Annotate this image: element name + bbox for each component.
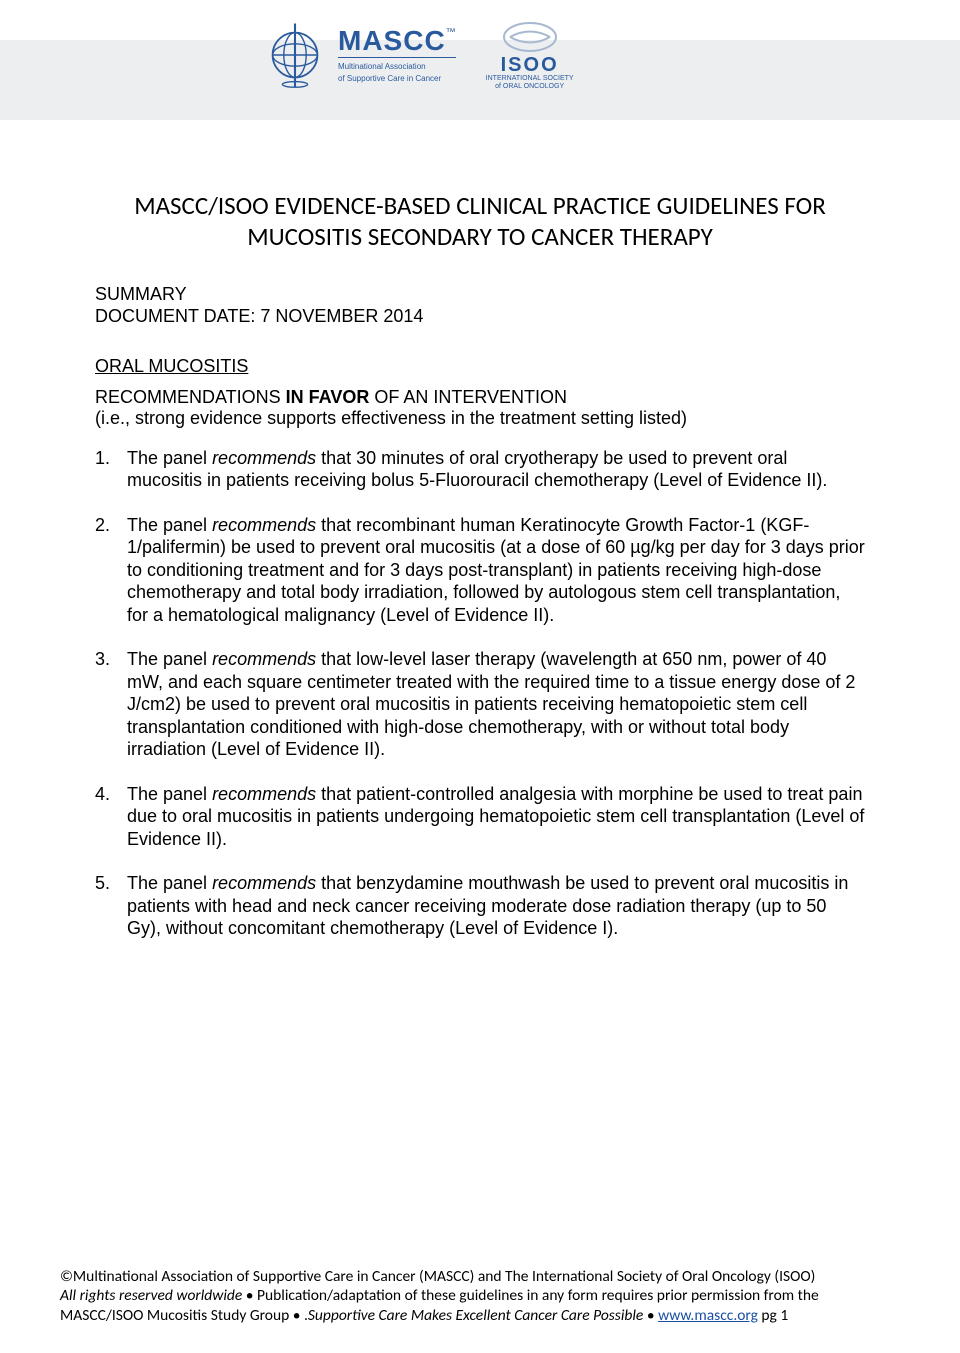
footer-line2: All rights reserved worldwide • Publicat…	[60, 1286, 900, 1305]
isoo-sub2: of ORAL ONCOLOGY	[495, 83, 564, 91]
rec-head-suffix: OF AN INTERVENTION	[369, 387, 567, 407]
rec-head-note: (i.e., strong evidence supports effectiv…	[95, 408, 865, 429]
recommendation-item: The panel recommends that benzydamine mo…	[95, 872, 865, 940]
footer-link[interactable]: www.mascc.org	[658, 1306, 758, 1325]
meta-date: DOCUMENT DATE: 7 NOVEMBER 2014	[95, 305, 865, 328]
mascc-sub1: Multinational Association	[338, 62, 456, 72]
isoo-logo: ISOO INTERNATIONAL SOCIETY of ORAL ONCOL…	[486, 20, 574, 90]
footer-copyright: ©Multinational Association of Supportive…	[60, 1267, 900, 1286]
recommendation-item: The panel recommends that recombinant hu…	[95, 514, 865, 627]
recommendation-item: The panel recommends that patient-contro…	[95, 783, 865, 851]
doc-meta: SUMMARY DOCUMENT DATE: 7 NOVEMBER 2014	[95, 283, 865, 328]
section-heading: ORAL MUCOSITIS	[95, 356, 865, 377]
mascc-text: MASCC™ Multinational Association of Supp…	[338, 27, 456, 83]
footer-permission: Publication/adaptation of these guidelin…	[257, 1286, 819, 1305]
header-logos: MASCC™ Multinational Association of Supp…	[260, 20, 574, 90]
globe-icon	[260, 20, 330, 90]
footer-line3: MASCC/ISOO Mucositis Study Group • .Supp…	[60, 1306, 900, 1325]
oral-icon	[500, 20, 560, 55]
rec-head-prefix: RECOMMENDATIONS	[95, 387, 286, 407]
rec-word: recommends	[212, 649, 316, 669]
recommendation-item: The panel recommends that 30 minutes of …	[95, 447, 865, 492]
main-content: MASCC/ISOO EVIDENCE-BASED CLINICAL PRACT…	[95, 190, 865, 962]
footer-group: MASCC/ISOO Mucositis Study Group	[60, 1306, 293, 1325]
recommendations-list: The panel recommends that 30 minutes of …	[95, 447, 865, 940]
footer-tagline: Supportive Care Makes Excellent Cancer C…	[308, 1306, 643, 1325]
rec-word: recommends	[212, 515, 316, 535]
footer: ©Multinational Association of Supportive…	[60, 1267, 900, 1325]
rec-word: recommends	[212, 873, 316, 893]
footer-rights: All rights reserved worldwide	[60, 1286, 242, 1305]
isoo-name: ISOO	[501, 55, 559, 75]
footer-bullet: •	[242, 1286, 257, 1305]
isoo-sub1: INTERNATIONAL SOCIETY	[486, 75, 574, 83]
footer-page: pg 1	[758, 1306, 788, 1325]
rec-head-bold: IN FAVOR	[286, 387, 370, 407]
recommendation-item: The panel recommends that low-level lase…	[95, 648, 865, 761]
mascc-sub2: of Supportive Care in Cancer	[338, 74, 456, 84]
mascc-name: MASCC	[338, 25, 446, 56]
rec-word: recommends	[212, 448, 316, 468]
mascc-tm: ™	[446, 27, 456, 38]
rec-word: recommends	[212, 784, 316, 804]
doc-title: MASCC/ISOO EVIDENCE-BASED CLINICAL PRACT…	[120, 190, 840, 253]
meta-summary: SUMMARY	[95, 283, 865, 306]
mascc-logo: MASCC™ Multinational Association of Supp…	[260, 20, 456, 90]
recommendations-heading: RECOMMENDATIONS IN FAVOR OF AN INTERVENT…	[95, 387, 865, 429]
